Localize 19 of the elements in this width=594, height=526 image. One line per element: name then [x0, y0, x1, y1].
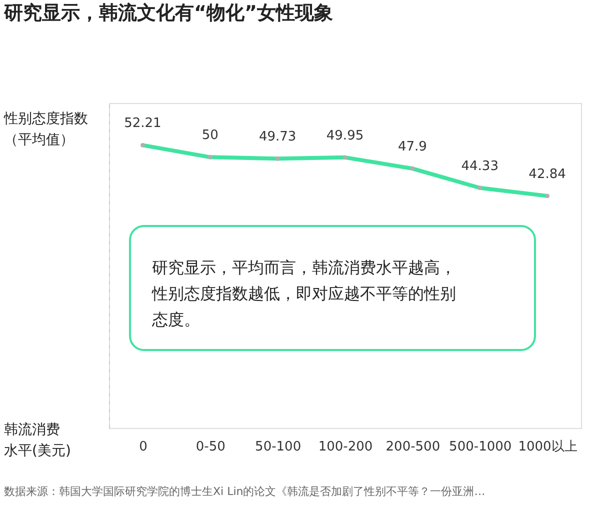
- data-label: 49.73: [258, 130, 296, 145]
- x-tick-label: 0: [139, 440, 148, 454]
- x-axis-title: 韩流消费水平(美元): [4, 422, 71, 459]
- x-tick-label: 1000以上: [518, 440, 578, 454]
- data-label: 49.95: [326, 128, 364, 144]
- x-tick-label: 500-1000: [449, 440, 512, 454]
- x-tick-label: 50-100: [255, 440, 302, 454]
- source-note: 数据来源：韩国大学国际研究学院的博士生Xi Lin的论文《韩流是否加剧了性别不平等？一份亚洲…: [4, 485, 486, 498]
- data-label: 44.33: [461, 158, 498, 174]
- x-tick-label: 200-500: [386, 440, 440, 454]
- data-label: 42.84: [528, 166, 566, 182]
- data-label: 50: [202, 128, 218, 144]
- data-label: 52.21: [124, 116, 162, 132]
- data-label: 47.9: [398, 140, 427, 155]
- y-axis-title: 性别态度指数（平均值）: [3, 111, 88, 148]
- x-tick-label: 100-200: [318, 440, 373, 454]
- annotation: 研究显示，平均而言，韩流消费水平越高，性别态度指数越低，即对应越不平等的性别态度。: [151, 258, 456, 329]
- chart-title: 研究显示，韩流文化有“物化”女性现象: [3, 2, 333, 24]
- x-tick-label: 0-50: [196, 440, 226, 454]
